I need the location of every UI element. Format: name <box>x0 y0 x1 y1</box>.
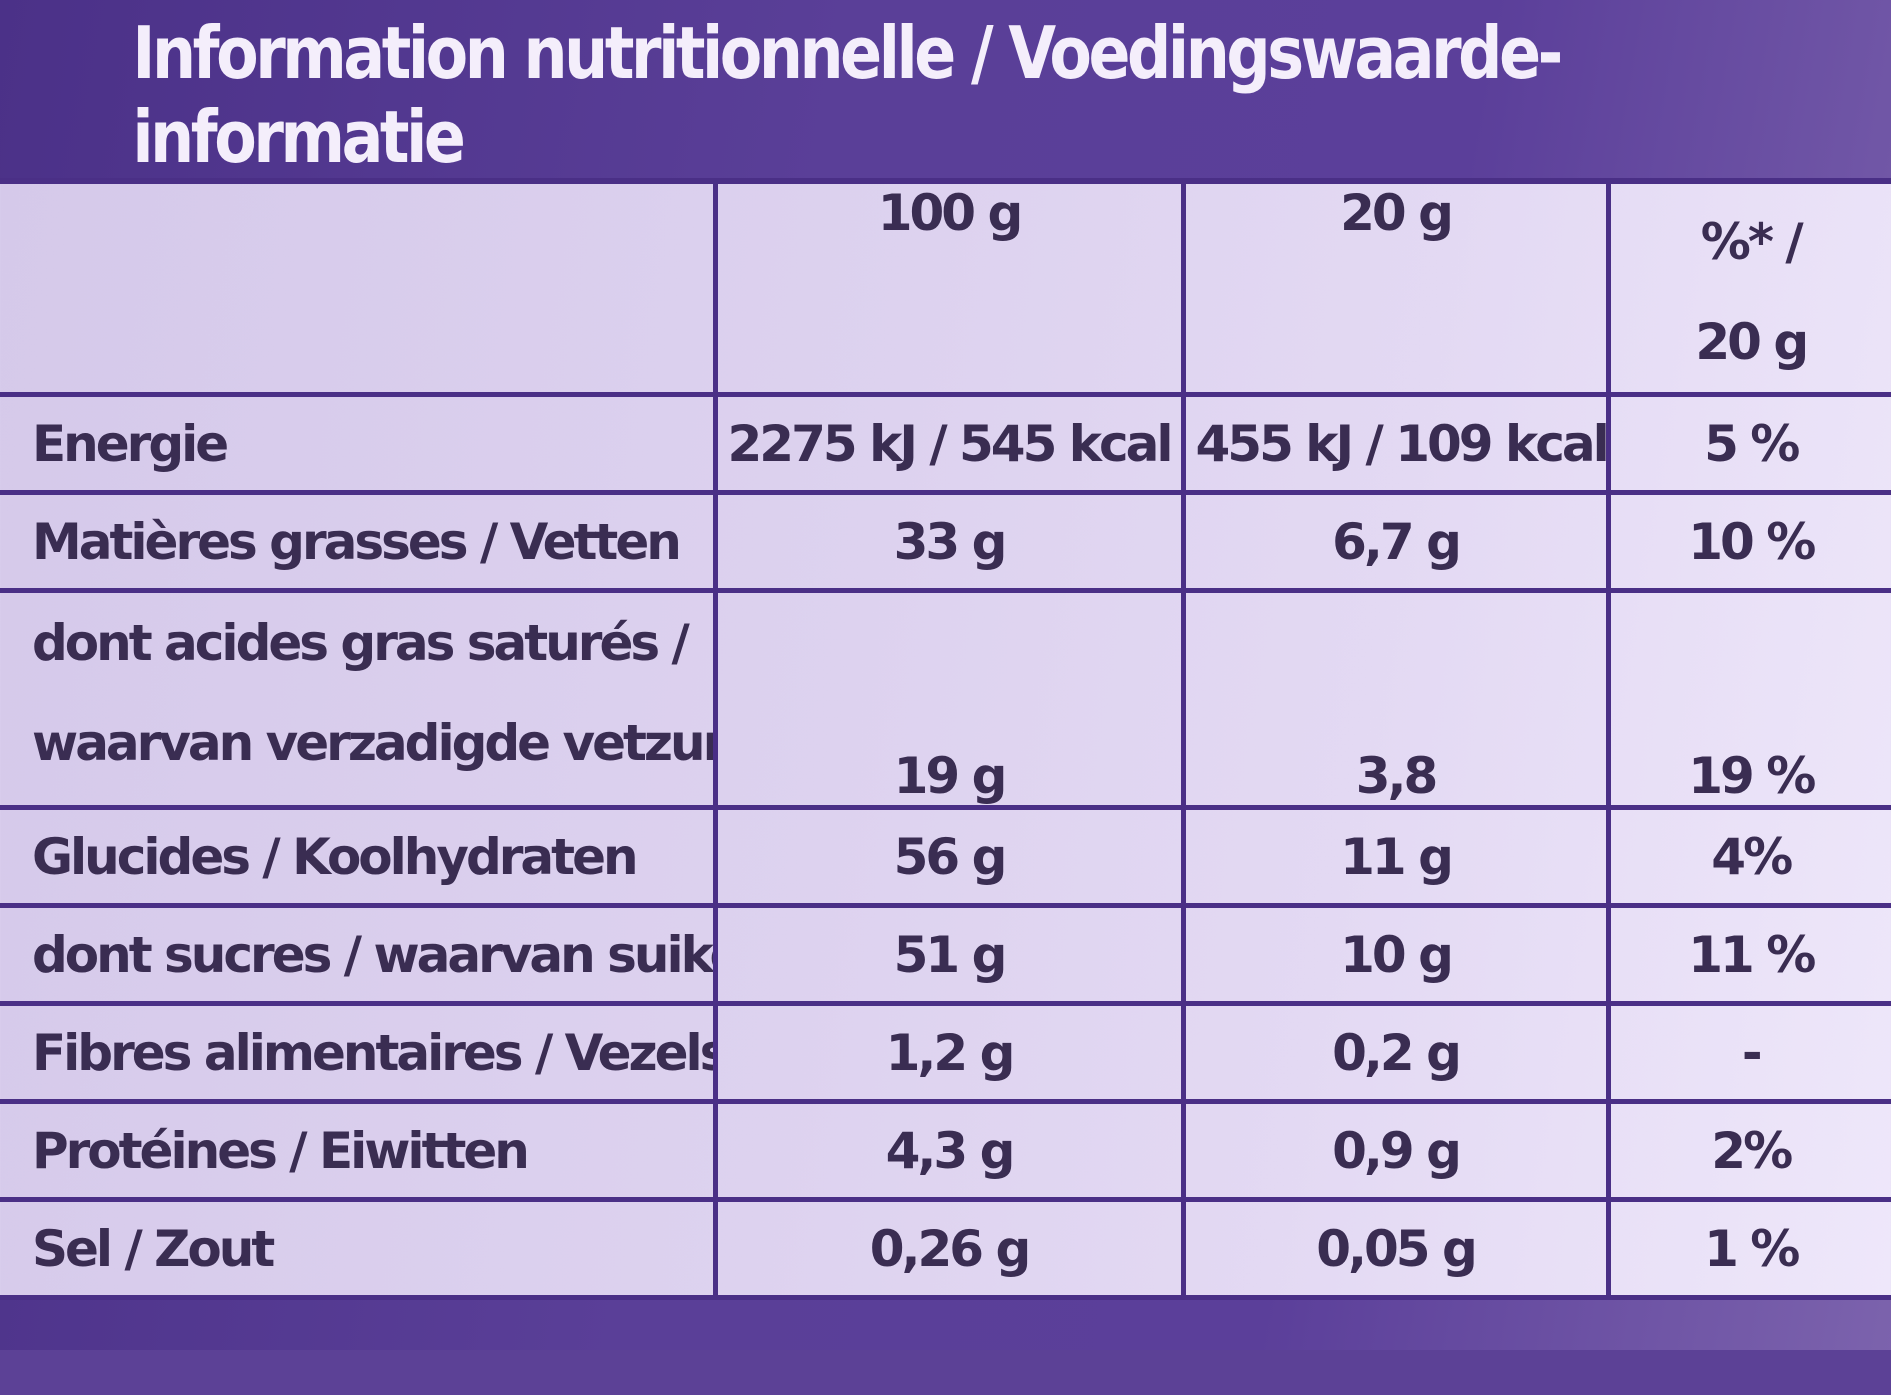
row-value-per-100g: 0,26 g <box>712 1197 1186 1300</box>
row-value-per-100g: 51 g <box>712 903 1186 1006</box>
row-value-percent: 2% <box>1605 1099 1891 1202</box>
row-value-per-100g: 33 g <box>712 490 1186 593</box>
header-percent-line2: 20 g <box>1695 313 1809 371</box>
row-value-percent: 11 % <box>1605 903 1891 1006</box>
table-row: dont acides gras saturés / waarvan verza… <box>0 588 1891 810</box>
row-label-line1: dont acides gras saturés / <box>32 614 690 672</box>
row-value-per-20g: 455 kJ / 109 kcal <box>1180 392 1611 495</box>
table-row: Matières grasses / Vetten 33 g 6,7 g 10 … <box>0 490 1891 593</box>
row-value-per-20g: 0,2 g <box>1180 1001 1611 1104</box>
table-row: Energie 2275 kJ / 545 kcal 455 kJ / 109 … <box>0 392 1891 495</box>
row-value-percent: - <box>1605 1001 1891 1104</box>
header-per-100g: 100 g <box>712 178 1186 397</box>
row-value-percent: 4% <box>1605 805 1891 908</box>
header-percent-line1: %* / <box>1700 213 1804 271</box>
table-row: Sel / Zout 0,26 g 0,05 g 1 % <box>0 1197 1891 1300</box>
row-value-per-20g: 3,8 <box>1180 588 1611 810</box>
header-percent: %* / 20 g <box>1605 178 1891 397</box>
row-label-carbohydrates: Glucides / Koolhydraten <box>0 805 718 908</box>
header-empty-cell <box>0 178 718 397</box>
table-row: Protéines / Eiwitten 4,3 g 0,9 g 2% <box>0 1099 1891 1202</box>
row-label-fat: Matières grasses / Vetten <box>0 490 718 593</box>
table-row: dont sucres / waarvan suikers 51 g 10 g … <box>0 903 1891 1006</box>
row-label-sugars: dont sucres / waarvan suikers <box>0 903 718 1006</box>
table-row: Glucides / Koolhydraten 56 g 11 g 4% <box>0 805 1891 908</box>
row-value-per-20g: 10 g <box>1180 903 1611 1006</box>
row-label-line2: waarvan verzadigde vetzuren <box>32 714 715 772</box>
row-value-percent: 5 % <box>1605 392 1891 495</box>
row-label-salt: Sel / Zout <box>0 1197 718 1300</box>
nutrition-table: 100 g 20 g %* / 20 g Energie 2275 kJ / 5… <box>0 178 1891 1300</box>
header-per-20g: 20 g <box>1180 178 1611 397</box>
row-label-fibre: Fibres alimentaires / Vezels <box>0 1001 718 1104</box>
row-label-protein: Protéines / Eiwitten <box>0 1099 718 1202</box>
row-value-per-100g: 19 g <box>712 588 1186 810</box>
row-value-per-100g: 2275 kJ / 545 kcal <box>712 392 1186 495</box>
footer-strip <box>0 1350 1891 1395</box>
row-label-saturated-fat: dont acides gras saturés / waarvan verza… <box>0 588 718 810</box>
row-value-per-100g: 4,3 g <box>712 1099 1186 1202</box>
table-header-row: 100 g 20 g %* / 20 g <box>0 178 1891 397</box>
row-value-percent: 1 % <box>1605 1197 1891 1300</box>
row-value-per-100g: 1,2 g <box>712 1001 1186 1104</box>
row-value-per-20g: 11 g <box>1180 805 1611 908</box>
row-value-per-20g: 0,9 g <box>1180 1099 1611 1202</box>
label-title: Information nutritionnelle / Voedingswaa… <box>132 11 1563 179</box>
row-value-per-20g: 0,05 g <box>1180 1197 1611 1300</box>
row-value-percent: 10 % <box>1605 490 1891 593</box>
row-value-percent: 19 % <box>1605 588 1891 810</box>
row-label-energy: Energie <box>0 392 718 495</box>
table-row: Fibres alimentaires / Vezels 1,2 g 0,2 g… <box>0 1001 1891 1104</box>
row-value-per-20g: 6,7 g <box>1180 490 1611 593</box>
row-value-per-100g: 56 g <box>712 805 1186 908</box>
